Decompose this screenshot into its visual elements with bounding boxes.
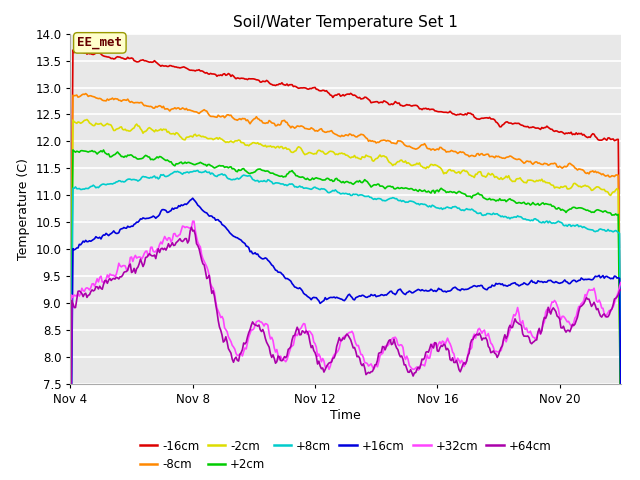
+32cm — [617, 280, 625, 286]
-16cm — [198, 68, 205, 74]
+64cm — [388, 342, 396, 348]
-8cm — [118, 98, 125, 104]
+64cm — [188, 224, 195, 230]
-8cm — [67, 370, 74, 376]
+8cm — [393, 196, 401, 202]
+64cm — [617, 287, 625, 292]
Line: -2cm: -2cm — [70, 120, 621, 430]
-16cm — [95, 50, 102, 56]
Line: -16cm: -16cm — [70, 50, 621, 398]
+64cm — [198, 257, 205, 263]
Y-axis label: Temperature (C): Temperature (C) — [17, 158, 29, 260]
-2cm — [95, 121, 102, 127]
-2cm — [67, 383, 74, 388]
-2cm — [510, 179, 518, 184]
-8cm — [95, 96, 102, 101]
+2cm — [69, 147, 77, 153]
-8cm — [388, 140, 396, 146]
+8cm — [388, 195, 396, 201]
+16cm — [388, 288, 396, 294]
+2cm — [393, 185, 401, 191]
Text: EE_met: EE_met — [77, 36, 122, 49]
-8cm — [617, 418, 625, 423]
-16cm — [510, 121, 518, 127]
-2cm — [83, 117, 91, 122]
+8cm — [617, 370, 625, 375]
Line: +8cm: +8cm — [70, 170, 621, 480]
+2cm — [95, 150, 102, 156]
+64cm — [116, 274, 124, 280]
+16cm — [116, 227, 124, 232]
-16cm — [617, 396, 625, 401]
+8cm — [116, 178, 124, 184]
+8cm — [194, 168, 202, 173]
+32cm — [510, 312, 518, 317]
-2cm — [617, 427, 625, 433]
Line: +2cm: +2cm — [70, 150, 621, 444]
Legend: -16cm, -8cm, -2cm, +2cm, +8cm, +16cm, +32cm, +64cm: -16cm, -8cm, -2cm, +2cm, +8cm, +16cm, +3… — [135, 435, 556, 476]
Title: Soil/Water Temperature Set 1: Soil/Water Temperature Set 1 — [233, 15, 458, 30]
-8cm — [198, 108, 205, 114]
Line: +32cm: +32cm — [70, 221, 621, 480]
+16cm — [510, 280, 518, 286]
+32cm — [93, 276, 101, 282]
+32cm — [393, 336, 401, 342]
+16cm — [93, 235, 101, 240]
+32cm — [116, 263, 124, 269]
+8cm — [93, 184, 101, 190]
+16cm — [393, 290, 401, 296]
+8cm — [198, 169, 205, 175]
+2cm — [67, 403, 74, 408]
+2cm — [198, 160, 205, 166]
-2cm — [118, 124, 125, 130]
-16cm — [388, 101, 396, 107]
X-axis label: Time: Time — [330, 409, 361, 422]
Line: +64cm: +64cm — [70, 227, 621, 480]
Line: +16cm: +16cm — [70, 198, 621, 480]
-8cm — [510, 156, 518, 161]
+2cm — [118, 154, 125, 159]
+2cm — [388, 184, 396, 190]
+2cm — [617, 441, 625, 446]
+64cm — [510, 320, 518, 326]
Line: -8cm: -8cm — [70, 94, 621, 420]
-8cm — [393, 141, 401, 146]
+16cm — [189, 195, 196, 201]
+16cm — [617, 403, 625, 408]
-16cm — [393, 100, 401, 106]
+2cm — [510, 198, 518, 204]
-2cm — [393, 160, 401, 166]
-16cm — [118, 55, 125, 61]
+8cm — [510, 214, 518, 220]
-8cm — [82, 91, 90, 96]
+64cm — [93, 284, 101, 289]
-2cm — [198, 134, 205, 140]
+32cm — [189, 218, 196, 224]
-2cm — [388, 161, 396, 167]
+32cm — [388, 337, 396, 343]
+16cm — [198, 206, 205, 212]
+32cm — [198, 252, 205, 257]
-16cm — [77, 47, 84, 53]
+64cm — [393, 345, 401, 351]
-16cm — [67, 342, 74, 348]
